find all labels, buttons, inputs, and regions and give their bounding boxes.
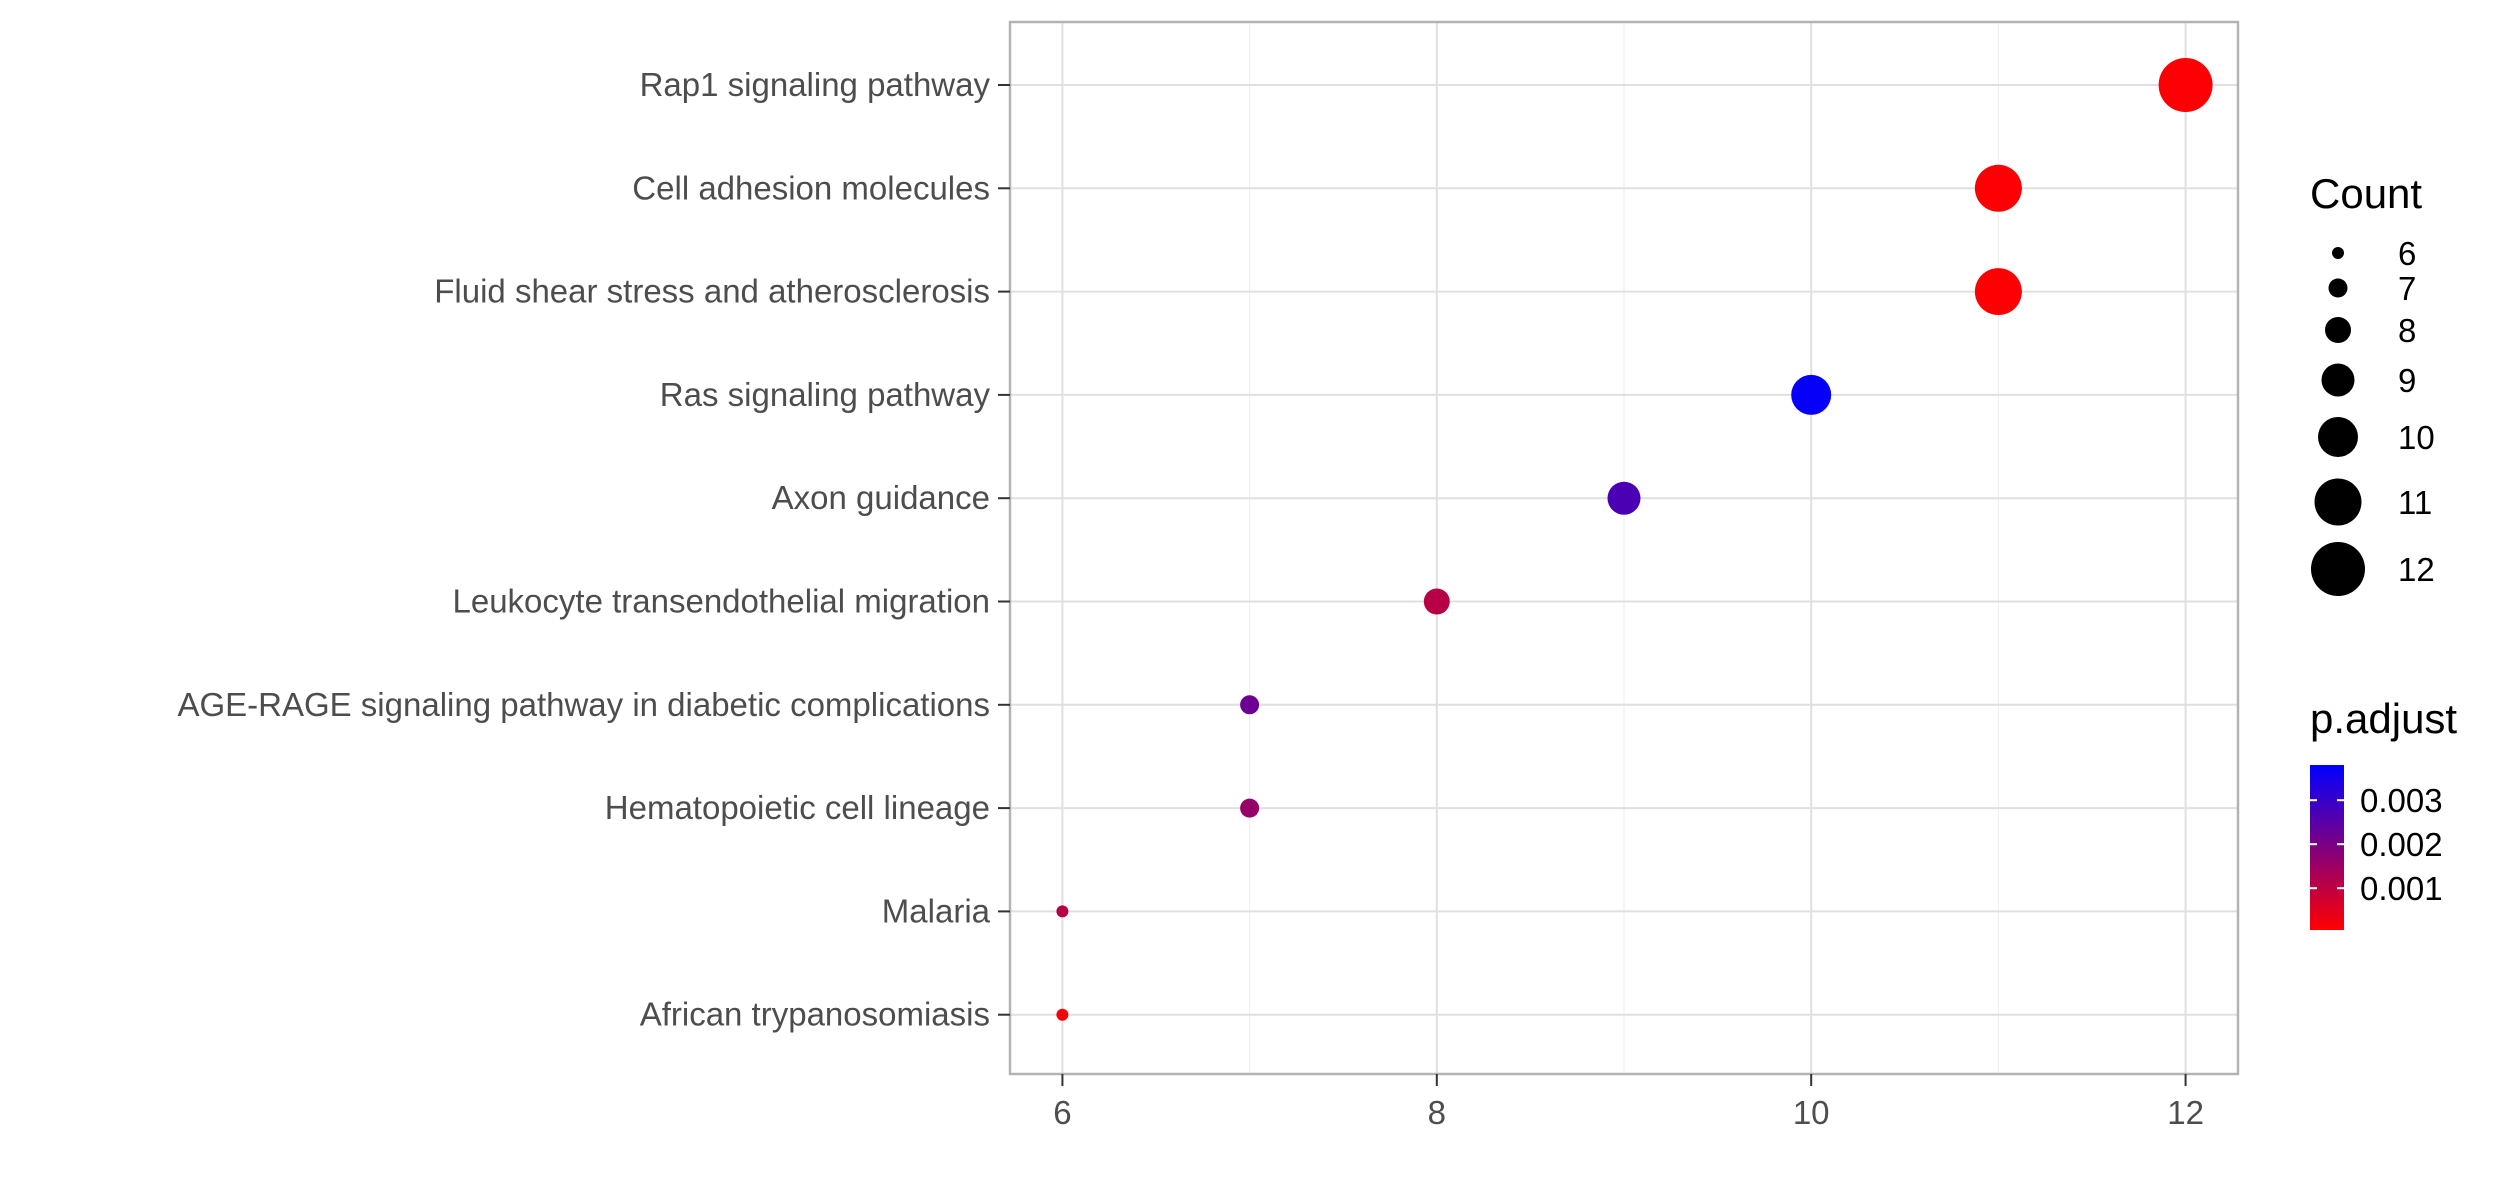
data-point <box>1240 798 1260 818</box>
plot-panel-border <box>1008 20 2240 1076</box>
size-legend-dot <box>2328 278 2348 298</box>
data-point <box>1974 164 2022 212</box>
y-category-label: Malaria <box>882 892 991 929</box>
x-axis: 6 8 10 12 <box>1053 1074 2204 1131</box>
y-category-label: Cell adhesion molecules <box>632 169 990 206</box>
size-legend-label: 10 <box>2398 419 2435 456</box>
x-tick-label: 12 <box>2167 1094 2204 1131</box>
y-category-label: Hematopoietic cell lineage <box>605 789 990 826</box>
y-category-label: Rap1 signaling pathway <box>640 66 991 103</box>
data-point <box>1240 695 1260 715</box>
data-point <box>1423 588 1450 615</box>
data-point <box>1974 268 2022 316</box>
color-legend-colorbar <box>2310 765 2344 930</box>
y-category-label: Fluid shear stress and atherosclerosis <box>434 273 990 310</box>
color-legend-label: 0.002 <box>2360 826 2443 863</box>
x-tick-label: 10 <box>1793 1094 1830 1131</box>
data-point <box>1607 481 1641 515</box>
size-legend-dot <box>2318 417 2358 457</box>
size-legend-dot <box>2332 247 2344 259</box>
size-legend-title: Count <box>2310 170 2422 217</box>
data-point <box>2158 58 2213 112</box>
size-legend-dot <box>2314 478 2362 526</box>
y-category-label: Ras signaling pathway <box>660 376 991 413</box>
size-legend-label: 9 <box>2398 362 2416 399</box>
size-legend-label: 6 <box>2398 235 2416 272</box>
x-tick-label: 8 <box>1428 1094 1446 1131</box>
color-legend-label: 0.003 <box>2360 782 2443 819</box>
y-category-label: Leukocyte transendothelial migration <box>453 583 991 620</box>
size-legend-label: 11 <box>2398 484 2432 521</box>
size-legend-label: 12 <box>2398 551 2435 588</box>
data-point <box>1791 374 1832 415</box>
color-legend: p.adjust 0.001 0.002 0.003 <box>2310 695 2457 930</box>
data-point <box>1056 1008 1069 1021</box>
size-legend-items: 67 8 9 10 11 12 <box>2311 235 2435 596</box>
size-legend-dot <box>2325 317 2351 343</box>
size-legend-label: 7 <box>2398 270 2416 307</box>
size-legend-label: 8 <box>2398 312 2416 349</box>
y-axis-category-labels: Rap1 signaling pathway Cell adhesion mole… <box>177 66 1010 1033</box>
y-category-label: AGE-RAGE signaling pathway in diabetic c… <box>177 686 990 723</box>
color-legend-label: 0.001 <box>2360 870 2443 907</box>
color-legend-ticks: 0.001 0.002 0.003 <box>2310 782 2443 907</box>
data-points <box>1056 58 2213 1021</box>
data-point <box>1056 905 1069 918</box>
size-legend-dot <box>2311 542 2365 596</box>
y-category-label: Axon guidance <box>772 479 990 516</box>
x-tick-label: 6 <box>1053 1094 1071 1131</box>
y-category-label: African trypanosomiasis <box>640 996 990 1033</box>
size-legend-dot <box>2321 363 2355 397</box>
size-legend: Count 67 8 9 10 11 12 <box>2310 170 2435 596</box>
color-legend-title: p.adjust <box>2310 695 2457 742</box>
